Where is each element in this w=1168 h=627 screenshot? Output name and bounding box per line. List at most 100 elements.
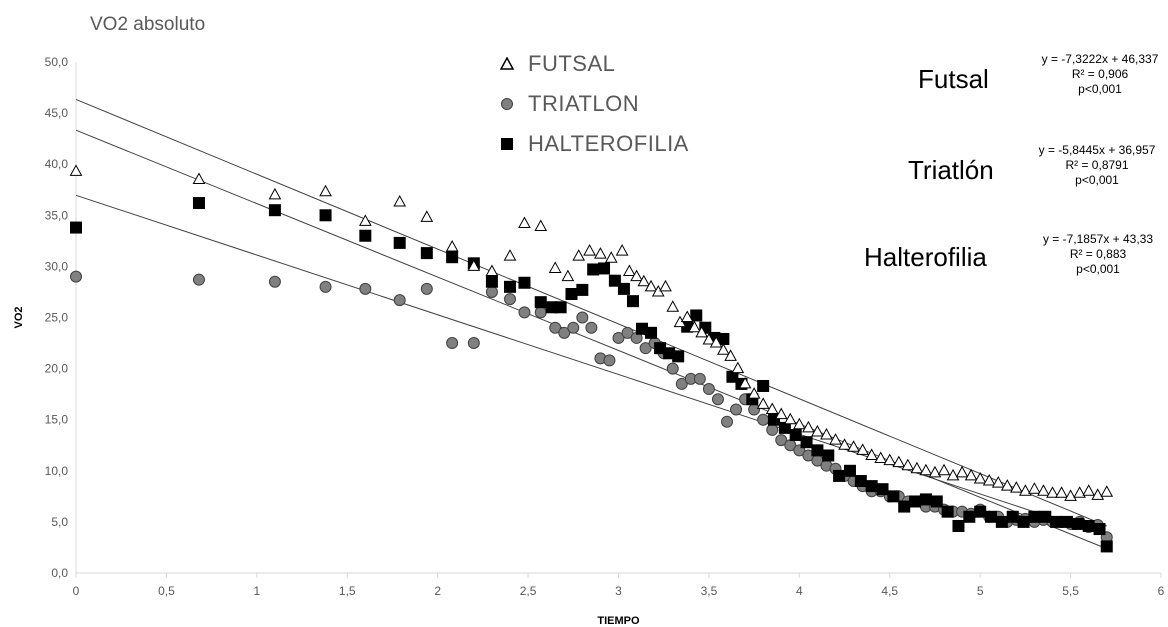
data-point: [688, 320, 701, 333]
data-point: [534, 296, 547, 309]
data-point: [702, 332, 716, 345]
data-point: [1006, 510, 1019, 523]
equation: y = -7,3222x + 46,337: [1041, 52, 1159, 66]
data-point: [854, 475, 867, 488]
legend-label: FUTSAL: [528, 51, 616, 76]
chart-title: VO2 absoluto: [90, 14, 206, 35]
data-point: [1017, 515, 1030, 528]
data-point: [548, 261, 562, 273]
data-point: [420, 210, 434, 222]
series-halterofilia: [70, 197, 1113, 553]
data-point: [738, 376, 752, 389]
data-point: [445, 239, 459, 252]
data-point: [603, 354, 616, 367]
data-point: [615, 244, 629, 256]
data-point: [757, 379, 770, 392]
data-point: [919, 463, 933, 476]
y-tick-label: 15,0: [45, 413, 69, 427]
y-tick-label: 30,0: [45, 259, 69, 273]
data-point: [1082, 484, 1096, 496]
data-point: [420, 282, 433, 295]
data-point: [70, 221, 82, 234]
data-point: [617, 282, 630, 295]
data-point: [964, 468, 978, 481]
data-point: [319, 184, 332, 197]
data-point: [721, 415, 733, 428]
x-tick-label: 4,5: [881, 584, 898, 598]
data-point: [1064, 489, 1077, 501]
data-point: [675, 377, 688, 390]
data-point: [504, 293, 516, 306]
data-point: [420, 247, 433, 260]
trendlines: [75, 98, 1107, 550]
legend-label: HALTEROFILIA: [528, 131, 689, 156]
annotation-equation-halterofilia: y = -7,1857x + 43,33 R² = 0,883 p<0,001: [1034, 232, 1162, 277]
circle-marker-icon: [500, 97, 528, 111]
data-point: [717, 343, 730, 355]
data-point: [778, 421, 791, 434]
data-point: [865, 448, 879, 460]
data-point: [504, 280, 516, 293]
data-point: [865, 480, 878, 493]
data-point: [955, 465, 969, 478]
data-point: [518, 306, 531, 319]
data-point: [963, 510, 976, 523]
data-point: [192, 172, 206, 185]
data-point: [887, 490, 900, 503]
data-point: [1071, 517, 1084, 530]
data-point: [630, 269, 643, 282]
data-point: [800, 436, 813, 449]
data-point: [1000, 479, 1014, 491]
series-triatlon: [70, 270, 1113, 544]
data-point: [946, 468, 960, 481]
data-point: [995, 515, 1008, 528]
data-point: [672, 350, 685, 363]
data-point: [561, 269, 575, 282]
x-tick-label: 1: [253, 584, 260, 598]
data-point: [919, 493, 932, 506]
data-point: [518, 216, 531, 228]
data-point: [941, 505, 954, 518]
data-point: [1073, 486, 1086, 498]
data-point: [319, 209, 332, 222]
data-point: [594, 247, 607, 259]
data-point: [1028, 510, 1041, 523]
data-point: [567, 321, 580, 334]
r-squared: R² = 0,883: [1069, 247, 1127, 261]
data-point: [1019, 484, 1032, 496]
data-point: [774, 407, 788, 420]
data-point: [518, 276, 531, 289]
legend-label: TRIATLON: [528, 91, 640, 116]
data-point: [576, 311, 589, 324]
data-point: [711, 393, 724, 406]
equation: y = -5,8445x + 36,957: [1038, 143, 1156, 157]
data-point: [654, 342, 667, 355]
data-point: [1037, 484, 1050, 496]
data-point: [730, 403, 743, 416]
y-tick-label: 45,0: [45, 106, 69, 120]
x-tick-label: 4: [796, 584, 803, 598]
data-point: [1039, 510, 1052, 523]
data-point: [892, 455, 906, 468]
x-tick-label: 3,5: [701, 584, 718, 598]
data-point: [930, 495, 943, 508]
trendline-halterofilia: [75, 129, 1107, 550]
data-point: [268, 187, 282, 200]
data-point: [847, 440, 860, 452]
data-point: [666, 300, 680, 312]
data-point: [1060, 515, 1073, 528]
data-point: [1091, 488, 1105, 500]
data-point: [485, 285, 498, 298]
x-tick-label: 3: [615, 584, 622, 598]
annotation-equation-futsal: y = -7,3222x + 46,337 R² = 0,906 p<0,001: [1040, 52, 1160, 97]
data-point: [856, 443, 869, 455]
data-point: [359, 282, 372, 295]
data-point: [659, 279, 672, 292]
data-point: [485, 275, 498, 288]
data-point: [910, 461, 924, 474]
data-point: [874, 451, 888, 464]
data-point: [572, 249, 586, 261]
data-point: [702, 383, 715, 396]
data-point: [901, 458, 915, 471]
data-point: [358, 214, 372, 226]
